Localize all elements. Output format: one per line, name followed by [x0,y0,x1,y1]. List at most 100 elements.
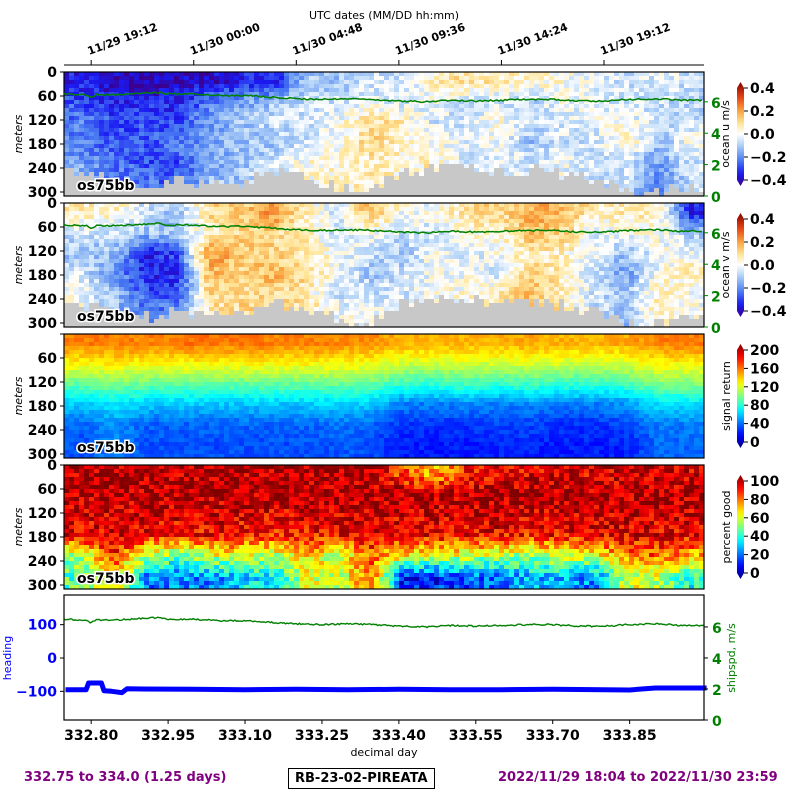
heatmap-cell [509,132,515,137]
heatmap-cell [209,323,215,328]
heatmap-cell [579,156,585,161]
heatmap-cell [684,156,690,161]
heatmap-cell [144,184,150,189]
heatmap-cell [204,287,210,292]
heatmap-cell [239,100,245,105]
heatmap-cell [74,104,80,109]
heatmap-cell [514,140,520,145]
heatmap-cell [74,203,80,208]
heatmap-cell [314,148,320,153]
heatmap-cell [669,96,675,101]
heatmap-cell [139,243,145,248]
heatmap-cell [459,88,465,93]
heatmap-cell [479,180,485,185]
heatmap-cell [579,184,585,189]
heatmap-cell [264,132,270,137]
heatmap-cell [224,168,230,173]
heatmap-cell [679,156,685,161]
heatmap-cell [674,92,680,97]
heatmap-cell [204,299,210,304]
heatmap-cell [269,108,275,113]
heatmap-cell [79,315,85,320]
heatmap-cell [689,88,695,93]
heatmap-cell [499,148,505,153]
heatmap-cell [239,116,245,121]
heatmap-cell [544,104,550,109]
heatmap-cell [114,283,120,288]
heatmap-cell [354,92,360,97]
heatmap-cell [169,235,175,240]
heatmap-cell [489,136,495,141]
heatmap-cell [504,128,510,133]
heatmap-cell [134,176,140,181]
heatmap-cell [99,176,105,181]
heatmap-cell [634,84,640,89]
heatmap-cell [554,156,560,161]
heatmap-cell [504,76,510,81]
heatmap-cell [469,104,475,109]
heatmap-cell [64,275,70,280]
heatmap-cell [419,132,425,137]
heatmap-cell [659,124,665,129]
heatmap-cell [189,259,195,264]
heatmap-cell [169,96,175,101]
heatmap-cell [509,144,515,149]
heatmap-cell [79,192,85,197]
heatmap-cell [394,92,400,97]
heatmap-cell [439,104,445,109]
heatmap-cell [429,156,435,161]
heatmap-cell [259,140,265,145]
heatmap-cell [399,172,405,177]
heatmap-cell [379,112,385,117]
heatmap-cell [529,108,535,113]
heatmap-cell [359,176,365,181]
heatmap-cell [354,84,360,89]
heatmap-cell [69,144,75,149]
heatmap-cell [244,128,250,133]
heatmap-cell [119,243,125,248]
heatmap-cell [89,315,95,320]
heatmap-cell [634,136,640,141]
heatmap-cell [394,96,400,101]
heatmap-cell [174,136,180,141]
heatmap-cell [489,84,495,89]
heatmap-cell [304,172,310,177]
heatmap-cell [389,100,395,105]
heatmap-cell [139,259,145,264]
heatmap-cell [299,140,305,145]
heatmap-cell [159,291,165,296]
heatmap-cell [284,136,290,141]
heatmap-cell [204,215,210,220]
heatmap-cell [84,323,90,328]
heatmap-cell [149,124,155,129]
heatmap-cell [499,160,505,165]
heatmap-cell [524,128,530,133]
heatmap-cell [449,80,455,85]
heatmap-cell [504,180,510,185]
heatmap-cell [84,239,90,244]
heatmap-cell [584,104,590,109]
heatmap-cell [364,172,370,177]
heatmap-cell [534,104,540,109]
heatmap-cell [564,96,570,101]
heatmap-cell [689,176,695,181]
heatmap-cell [584,188,590,193]
heatmap-cell [599,144,605,149]
heatmap-cell [339,100,345,105]
heatmap-cell [424,116,430,121]
heatmap-cell [159,116,165,121]
heatmap-cell [329,120,335,125]
heatmap-cell [279,76,285,81]
heatmap-cell [119,124,125,129]
heatmap-cell [384,184,390,189]
heatmap-cell [474,164,480,169]
heatmap-cell [309,180,315,185]
heatmap-cell [299,148,305,153]
heatmap-cell [164,247,170,252]
heatmap-cell [259,180,265,185]
heatmap-cell [414,116,420,121]
heatmap-cell [599,136,605,141]
heatmap-cell [209,283,215,288]
heatmap-cell [434,120,440,125]
heatmap-cell [349,164,355,169]
